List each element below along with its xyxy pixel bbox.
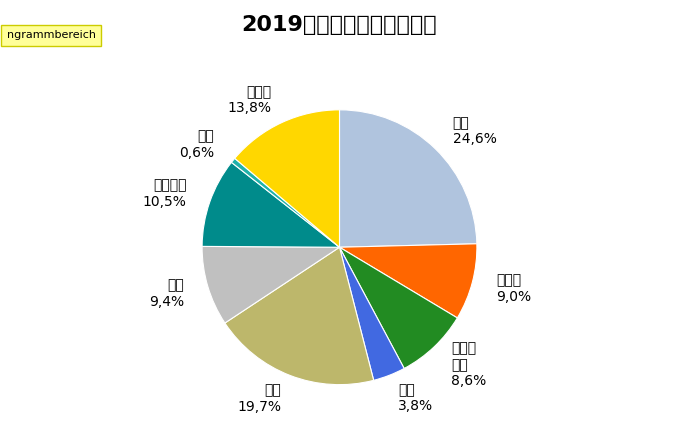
Text: 天然ガス
10,5%: 天然ガス 10,5% — [143, 179, 187, 209]
Text: 石炭
9,4%: 石炭 9,4% — [149, 278, 184, 309]
Wedge shape — [340, 247, 404, 380]
Text: 水力
3,8%: 水力 3,8% — [399, 383, 433, 414]
Wedge shape — [225, 247, 373, 385]
Wedge shape — [202, 247, 340, 323]
Text: ngrammbereich: ngrammbereich — [7, 30, 96, 40]
Text: 太陽光
9,0%: 太陽光 9,0% — [496, 273, 532, 304]
Wedge shape — [340, 247, 458, 368]
Wedge shape — [232, 158, 340, 247]
Wedge shape — [202, 162, 340, 247]
Text: 褐炭
19,7%: 褐炭 19,7% — [237, 384, 281, 414]
Text: バイオ
マス
8,6%: バイオ マス 8,6% — [452, 342, 486, 388]
Text: 風力
24,6%: 風力 24,6% — [453, 116, 496, 146]
Wedge shape — [340, 244, 477, 318]
Wedge shape — [235, 110, 340, 247]
Text: 原子力
13,8%: 原子力 13,8% — [227, 85, 272, 115]
Wedge shape — [340, 110, 477, 247]
Title: 2019年ドイツの発電源構成: 2019年ドイツの発電源構成 — [242, 14, 437, 35]
Text: 石油
0,6%: 石油 0,6% — [179, 130, 214, 160]
